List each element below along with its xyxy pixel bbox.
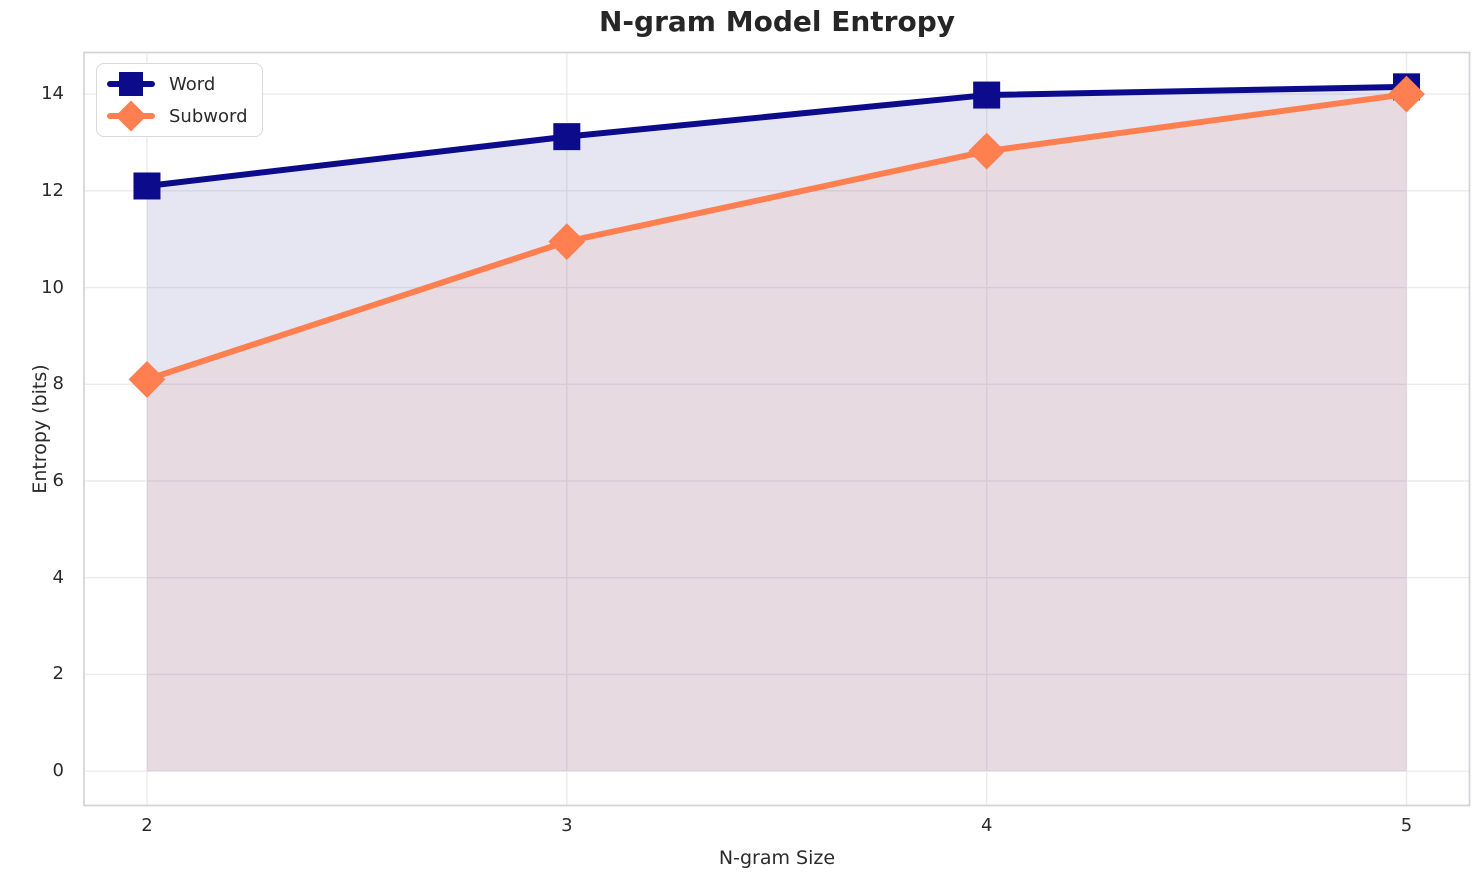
word-legend-marker-icon [107,70,155,98]
y-tick-label: 2 [52,663,64,685]
legend-entry-word: Word [107,69,248,99]
legend-label-subword: Subword [169,105,248,127]
y-tick-label: 8 [52,373,64,395]
y-tick-label: 6 [52,469,64,491]
legend-entry-subword: Subword [107,100,248,132]
legend-label-word: Word [169,73,216,95]
subword-legend-marker-icon [107,100,155,132]
x-tick-label: 4 [980,815,993,836]
word-marker [553,123,581,151]
y-tick-label: 0 [52,760,64,782]
plot-border [83,51,1471,807]
word-marker [133,172,161,200]
subword-marker [968,132,1006,170]
x-tick-label: 2 [141,815,153,836]
legend: Word Subword [96,63,263,137]
subword-marker [128,361,166,398]
subword-line [143,91,1410,383]
subword-area [146,94,1407,772]
word-area [146,86,1407,772]
word-marker [973,81,1001,109]
subword-marker [1388,75,1425,113]
x-axis-label: N-gram Size [718,847,836,869]
y-tick-label: 10 [41,276,64,298]
y-tick-label: 14 [41,83,64,105]
y-tick-label: 4 [52,566,64,588]
chart-title: N-gram Model Entropy [599,5,955,38]
y-tick-label: 12 [41,179,64,201]
x-tick-label: 3 [561,815,573,836]
word-line [143,83,1410,189]
subword-marker [548,223,586,260]
x-tick-label: 5 [1400,815,1413,836]
